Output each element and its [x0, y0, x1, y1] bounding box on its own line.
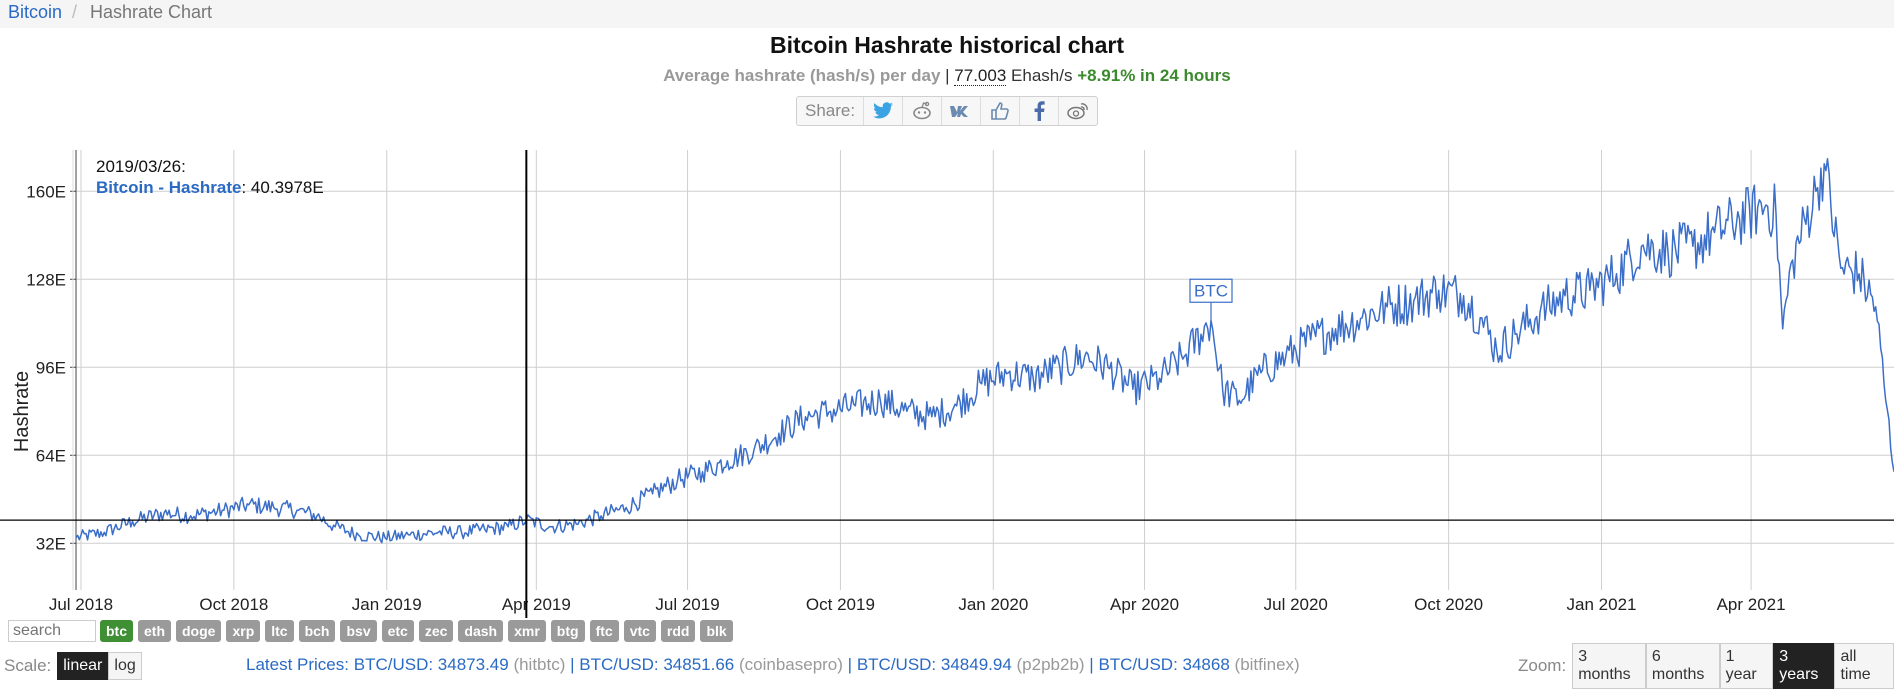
- price-items: BTC/USD: 34873.49 (hitbtc) | BTC/USD: 34…: [354, 655, 1300, 674]
- y-tick-label: 96E: [36, 358, 66, 377]
- x-tick-label: Jan 2021: [1567, 595, 1637, 614]
- zoom-option-3-years[interactable]: 3 years: [1773, 643, 1835, 689]
- tooltip-date: 2019/03/26:: [96, 157, 186, 176]
- coin-chip-etc[interactable]: etc: [381, 620, 414, 642]
- x-axis-ticks: Jul 2018 Oct 2018 Jan 2019 Apr 2019 Jul 2019…: [49, 595, 1786, 614]
- search-input[interactable]: [8, 620, 96, 642]
- zoom-option-6-months[interactable]: 6 months: [1645, 643, 1720, 689]
- scale-option-log[interactable]: log: [108, 652, 142, 680]
- zoom-options: 3 months 6 months 1 year 3 years all time: [1572, 643, 1894, 689]
- coin-chip-xrp[interactable]: xrp: [226, 620, 261, 642]
- x-tick-label: Apr 2021: [1717, 595, 1786, 614]
- coin-chip-btg[interactable]: btg: [550, 620, 585, 642]
- chart-subtitle: Average hashrate (hash/s) per day | 77.0…: [0, 66, 1894, 86]
- price-source: (coinbasepro): [738, 655, 843, 674]
- coin-chip-rdd[interactable]: rdd: [660, 620, 696, 642]
- latest-prices: Latest Prices: BTC/USD: 34873.49 (hitbtc…: [246, 655, 1300, 675]
- share-label: Share:: [797, 97, 865, 125]
- coin-filter-row: btcethdogexrpltcbchbsvetczecdashxmrbtgft…: [8, 619, 738, 643]
- current-hashrate-value[interactable]: 77.003: [954, 66, 1007, 86]
- tooltip-line: Bitcoin - Hashrate: 40.3978E: [96, 178, 324, 197]
- price-pair[interactable]: BTC/USD: 34868: [1098, 655, 1230, 674]
- y-tick-label: 160E: [26, 182, 66, 201]
- zoom-label: Zoom:: [1518, 656, 1567, 675]
- subtitle-separator: |: [945, 66, 950, 85]
- x-tick-label: Oct 2018: [199, 595, 268, 614]
- like-icon[interactable]: [981, 97, 1021, 125]
- hashrate-series-line: [75, 158, 1894, 544]
- breadcrumb-current: Hashrate Chart: [90, 2, 213, 22]
- coin-chip-ltc[interactable]: ltc: [265, 620, 294, 642]
- price-source: (bitfinex): [1234, 655, 1300, 674]
- x-tick-label: Jan 2020: [958, 595, 1028, 614]
- x-tick-label: Jul 2019: [655, 595, 719, 614]
- coin-chip-vtc[interactable]: vtc: [623, 620, 656, 642]
- y-axis-ticks: 32E 64E 96E 128E 160E: [26, 182, 66, 553]
- vk-icon[interactable]: [942, 97, 982, 125]
- coin-chip-btc[interactable]: btc: [100, 620, 133, 642]
- price-pair[interactable]: BTC/USD: 34851.66: [579, 655, 735, 674]
- tooltip-series: Bitcoin - Hashrate: [96, 178, 241, 197]
- zoom-option-1-year[interactable]: 1 year: [1719, 643, 1774, 689]
- hashrate-chart[interactable]: Jul 2018 Oct 2018 Jan 2019 Apr 2019 Jul 2019…: [0, 0, 1894, 618]
- price-separator: |: [1084, 655, 1099, 674]
- tooltip-value: : 40.3978E: [241, 178, 323, 197]
- breadcrumb-home-link[interactable]: Bitcoin: [8, 2, 63, 22]
- breadcrumb: Bitcoin / Hashrate Chart: [0, 0, 1894, 28]
- x-tick-label: Oct 2020: [1414, 595, 1483, 614]
- coin-chip-xmr[interactable]: xmr: [508, 620, 546, 642]
- coin-chip-eth[interactable]: eth: [138, 620, 171, 642]
- coin-chip-doge[interactable]: doge: [176, 620, 222, 642]
- coin-chip-blk[interactable]: blk: [700, 620, 733, 642]
- btc-marker-label: BTC: [1194, 281, 1228, 300]
- scale-options: linear log: [57, 652, 142, 680]
- share-bar: Share:: [796, 96, 1099, 126]
- chart-tooltip: 2019/03/26: Bitcoin - Hashrate: 40.3978E: [96, 157, 324, 197]
- breadcrumb-separator: /: [72, 2, 78, 22]
- price-source: (p2pb2b): [1016, 655, 1085, 674]
- y-tick-label: 32E: [36, 534, 66, 553]
- change-24h: +8.91% in 24 hours: [1077, 66, 1231, 85]
- x-tick-label: Apr 2020: [1110, 595, 1179, 614]
- coin-chip-bch[interactable]: bch: [298, 620, 336, 642]
- price-pair[interactable]: BTC/USD: 34873.49: [353, 655, 509, 674]
- reddit-icon[interactable]: [903, 97, 943, 125]
- weibo-icon[interactable]: [1059, 97, 1097, 125]
- scale-label: Scale:: [4, 656, 52, 675]
- scale-option-linear[interactable]: linear: [57, 652, 109, 680]
- price-source: (hitbtc): [513, 655, 566, 674]
- zoom-option-3-months[interactable]: 3 months: [1572, 643, 1646, 689]
- facebook-icon[interactable]: [1020, 97, 1060, 125]
- zoom-control: Zoom: 3 months 6 months 1 year 3 years all t…: [1518, 643, 1894, 689]
- scale-control: Scale: linear log: [4, 652, 142, 680]
- coin-chip-bsv[interactable]: bsv: [340, 620, 377, 642]
- prices-lead: Latest Prices:: [246, 655, 349, 674]
- page-title: Bitcoin Hashrate historical chart: [769, 32, 1125, 58]
- subtitle-label: Average hashrate (hash/s) per day: [663, 66, 941, 85]
- price-separator: |: [842, 655, 857, 674]
- coin-chips: btc eth doge xrp ltc bch bsv etc zec dash xmr btg ft…: [100, 620, 738, 642]
- coin-chip-zec[interactable]: zec: [418, 620, 454, 642]
- chart-grid: [70, 150, 1894, 590]
- price-pair[interactable]: BTC/USD: 34849.94: [856, 655, 1012, 674]
- y-tick-label: 64E: [36, 446, 66, 465]
- coin-chip-dash[interactable]: dash: [458, 620, 504, 642]
- coin-chip-ftc[interactable]: ftc: [589, 620, 619, 642]
- x-tick-label: Jul 2020: [1264, 595, 1328, 614]
- x-tick-label: Jul 2018: [49, 595, 113, 614]
- y-tick-label: 128E: [26, 270, 66, 289]
- x-tick-label: Oct 2019: [806, 595, 875, 614]
- price-separator: |: [565, 655, 580, 674]
- btc-marker[interactable]: BTC: [1189, 278, 1233, 321]
- x-tick-label: Apr 2019: [502, 595, 571, 614]
- x-tick-label: Jan 2019: [352, 595, 422, 614]
- zoom-option-all-time[interactable]: all time: [1834, 643, 1894, 689]
- twitter-icon[interactable]: [864, 97, 904, 125]
- current-hashrate-unit: Ehash/s: [1011, 66, 1073, 85]
